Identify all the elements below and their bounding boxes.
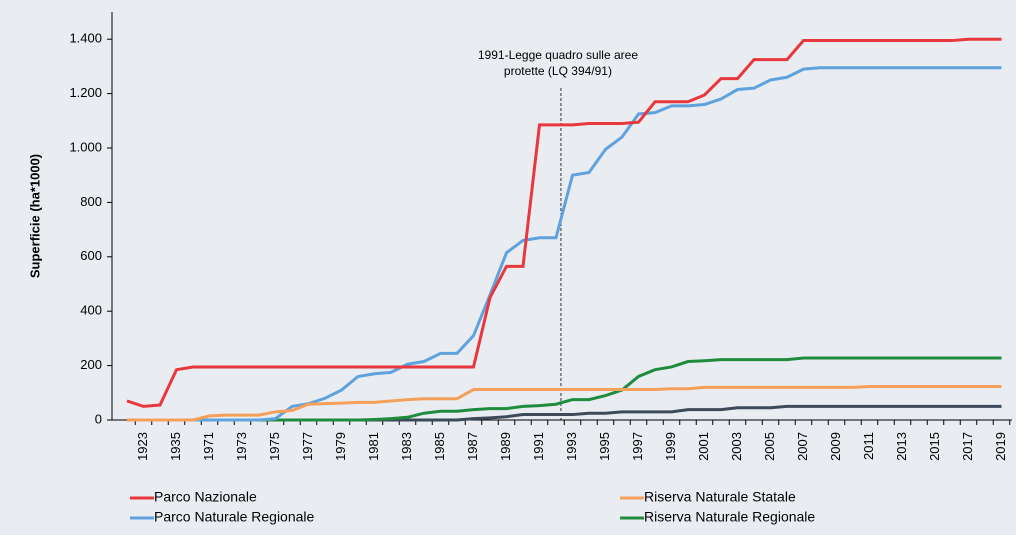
y-tick-label: 0 <box>95 411 102 426</box>
x-tick-label: 2003 <box>729 432 744 461</box>
x-tick-label: 2017 <box>960 432 975 461</box>
legend-label: Parco Nazionale <box>154 489 257 505</box>
series-line <box>127 385 1002 422</box>
x-tick-label: 1923 <box>135 432 150 461</box>
series-line <box>127 66 1002 422</box>
legend-label: Riserva Naturale Regionale <box>644 509 815 525</box>
x-tick-label: 1985 <box>432 432 447 461</box>
x-tick-label: 2001 <box>696 432 711 461</box>
x-tick-label: 1991 <box>531 432 546 461</box>
x-tick-label: 1999 <box>663 432 678 461</box>
x-tick-label: 2015 <box>927 432 942 461</box>
y-tick-label: 400 <box>80 303 102 318</box>
annotation: protette (LQ 394/91) <box>504 64 612 78</box>
x-tick-label: 1995 <box>597 432 612 461</box>
x-tick-label: 1997 <box>630 432 645 461</box>
x-tick-label: 2009 <box>828 432 843 461</box>
x-tick-label: 1987 <box>465 432 480 461</box>
x-tick-label: 2005 <box>762 432 777 461</box>
x-tick-label: 1973 <box>234 432 249 461</box>
annotation: 1991-Legge quadro sulle aree <box>478 48 638 62</box>
y-tick-label: 800 <box>80 194 102 209</box>
x-tick-label: 1989 <box>498 432 513 461</box>
y-axis-label: Superficie (ha*1000) <box>27 154 42 278</box>
y-tick-label: 200 <box>80 357 102 372</box>
series-line <box>126 37 1002 408</box>
x-tick-label: 2007 <box>795 432 810 461</box>
x-tick-label: 1935 <box>168 432 183 461</box>
y-tick-label: 1.200 <box>69 85 102 100</box>
x-tick-label: 2011 <box>861 432 876 460</box>
x-tick-label: 1971 <box>201 432 216 461</box>
x-tick-label: 1979 <box>333 432 348 461</box>
series-line <box>127 404 1002 422</box>
y-tick-label: 600 <box>80 248 102 263</box>
legend-label: Parco Naturale Regionale <box>154 509 315 525</box>
y-tick-label: 1.400 <box>69 31 102 46</box>
legend-label: Riserva Naturale Statale <box>644 489 796 505</box>
x-tick-label: 1975 <box>267 432 282 461</box>
x-tick-label: 1993 <box>564 432 579 461</box>
x-tick-label: 1983 <box>399 432 414 461</box>
x-tick-label: 2013 <box>894 432 909 461</box>
y-tick-label: 1.000 <box>69 139 102 154</box>
x-tick-label: 2019 <box>993 432 1008 461</box>
x-tick-label: 1977 <box>300 432 315 461</box>
x-tick-label: 1981 <box>366 432 381 461</box>
